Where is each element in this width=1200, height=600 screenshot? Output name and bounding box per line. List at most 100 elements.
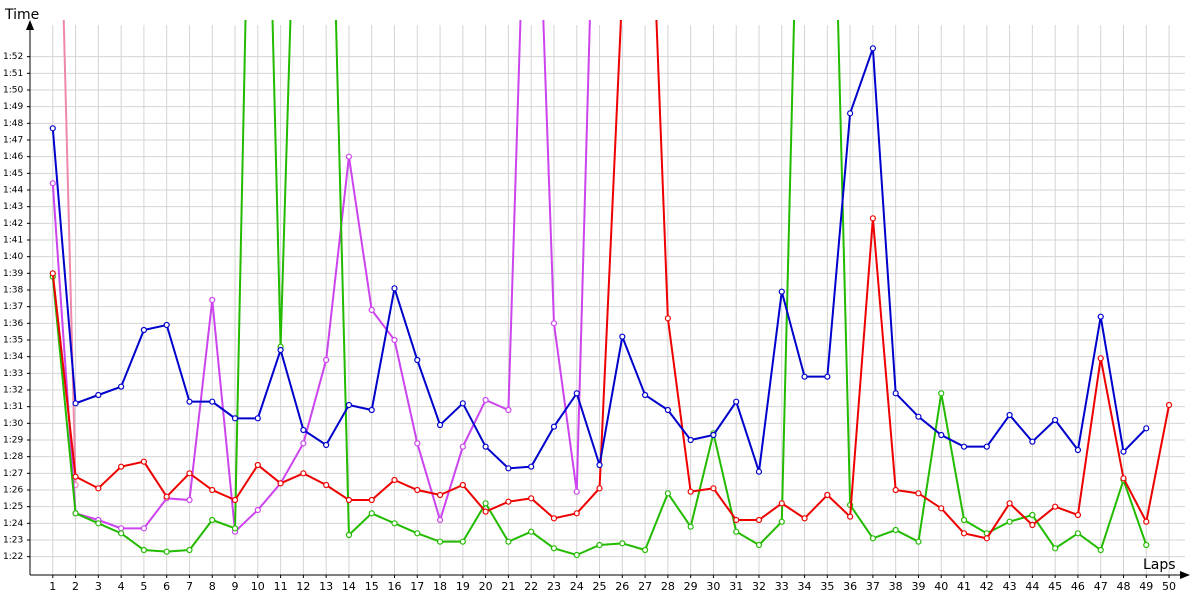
data-point [1052,545,1059,552]
y-tick-label: 1:51 [3,69,23,79]
x-tick-label: 13 [319,580,333,593]
data-point [277,346,284,354]
data-point [755,516,763,524]
data-point [414,530,421,537]
data-point [1006,518,1013,525]
data-point [596,485,603,492]
data-point [938,505,945,512]
data-point [118,463,125,470]
x-tick-label: 33 [775,580,789,593]
data-point [254,506,261,514]
data-point [482,396,489,404]
data-point [300,426,307,434]
x-tick-label: 14 [342,580,356,593]
x-tick-label: 8 [209,580,216,593]
y-tick-label: 1:43 [3,202,23,212]
y-tick-label: 1:45 [3,169,23,179]
data-point [186,470,193,477]
data-point [140,525,148,532]
data-point [778,288,785,295]
x-tick-label: 17 [410,580,424,593]
data-point [938,390,945,397]
data-point [391,336,398,344]
data-point [1120,475,1127,482]
data-point [95,391,102,399]
y-tick-label: 1:29 [3,436,23,446]
y-tick-label: 1:50 [3,86,23,96]
data-point [140,326,148,334]
data-point [482,443,489,450]
data-point [323,356,330,364]
y-tick-label: 1:34 [3,352,23,362]
x-tick-label: 43 [1003,580,1017,593]
x-tick-label: 12 [296,580,310,593]
data-point [1097,355,1104,362]
data-point [733,398,740,405]
data-point [938,431,945,439]
data-point [528,495,535,502]
data-point [186,546,193,554]
x-tick-label: 38 [889,580,903,593]
data-point [482,500,489,507]
data-point [664,406,671,414]
data-point [345,531,353,539]
data-point [710,485,717,492]
data-point [231,415,239,422]
data-point [528,528,535,535]
data-point [345,153,353,160]
x-axis-label: Laps [1143,557,1176,573]
x-tick-label: 4 [118,580,125,593]
x-tick-label: 16 [387,580,401,593]
data-point [505,498,512,505]
x-tick-label: 50 [1162,580,1176,593]
x-tick-label: 1 [49,580,56,593]
data-point [163,321,170,329]
y-tick-label: 1:36 [3,319,23,329]
data-point [391,476,398,484]
data-point [163,548,170,555]
data-point [140,546,148,554]
data-point [710,431,717,439]
x-tick-label: 10 [251,580,265,593]
data-point [573,390,580,397]
x-tick-label: 35 [820,580,834,593]
data-point [323,441,330,449]
data-point [1143,518,1150,525]
data-point [801,373,808,380]
data-point [209,296,216,304]
data-point [1097,546,1104,554]
y-tick-label: 1:32 [3,386,23,396]
y-tick-label: 1:40 [3,252,23,262]
x-tick-label: 37 [866,580,880,593]
x-tick-label: 36 [843,580,857,593]
x-tick-label: 9 [232,580,239,593]
data-point [869,535,876,542]
data-point [72,473,79,480]
data-point [641,546,649,554]
x-tick-label: 28 [661,580,675,593]
data-point [345,496,353,504]
data-point [573,510,580,517]
x-tick-label: 40 [934,580,948,593]
data-point [1143,425,1150,432]
x-tick-label: 29 [684,580,698,593]
data-point [186,398,193,405]
data-point [1052,503,1059,510]
data-point [801,515,808,522]
y-tick-label: 1:46 [3,152,23,162]
grid [30,25,1185,575]
x-axis-arrow [1180,571,1190,579]
y-tick-label: 1:31 [3,402,23,412]
series-line [51,20,1171,540]
data-point [983,443,990,450]
x-tick-label: 41 [957,580,971,593]
data-point [459,400,466,407]
data-point [1120,448,1127,455]
data-point [1006,411,1013,419]
data-point [1074,446,1082,454]
data-point [550,545,558,552]
x-tick-label: 24 [570,580,584,593]
y-tick-label: 1:22 [3,552,23,562]
data-point [596,541,603,549]
